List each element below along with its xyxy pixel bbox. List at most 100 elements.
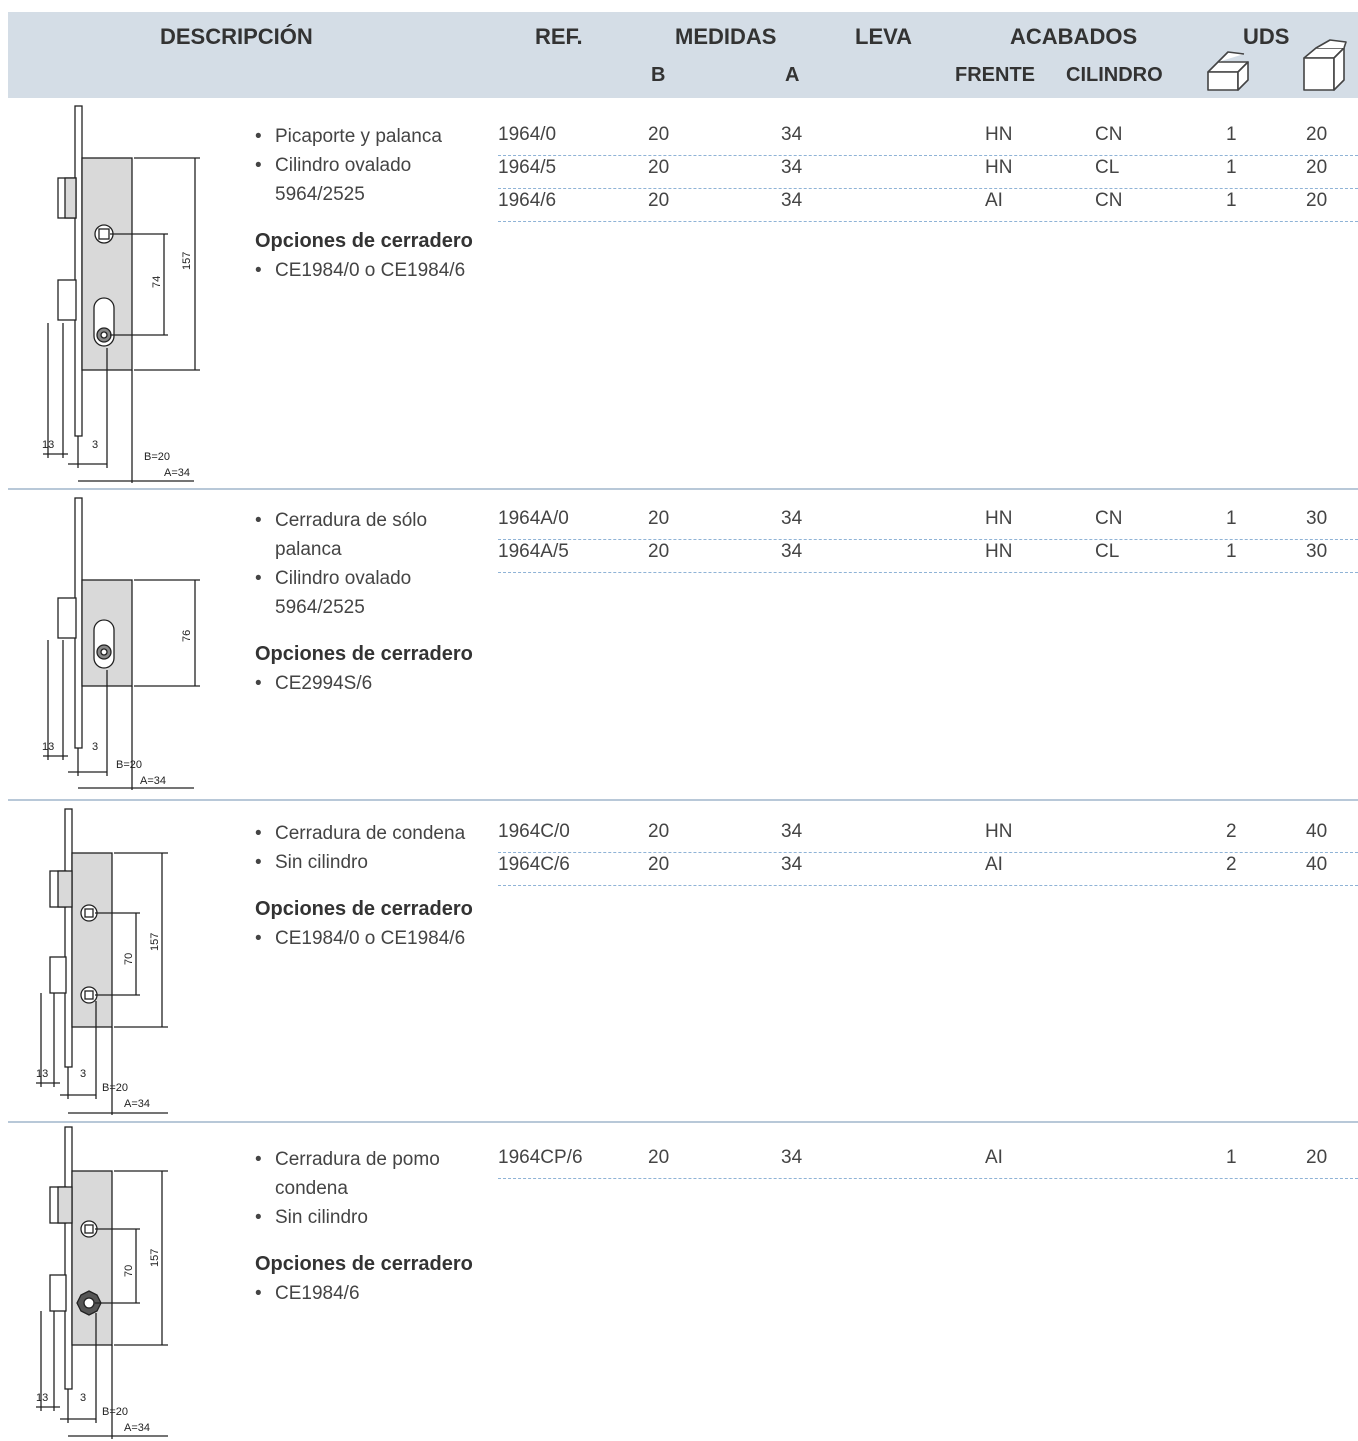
- frente-cell: HN: [985, 157, 1013, 178]
- cilindro-cell: CL: [1095, 157, 1120, 178]
- open-box-icon: [1207, 51, 1249, 91]
- uds-inner-cell: 2: [1226, 854, 1237, 875]
- dim-a: A=34: [164, 467, 190, 479]
- frente-cell: HN: [985, 541, 1013, 562]
- table-row: 1964A/0 20 34 HN CN 1 30: [498, 506, 1358, 540]
- header-acabados: ACABADOS: [1010, 24, 1138, 49]
- section-divider: [8, 799, 1358, 801]
- dim-74: 74: [151, 276, 163, 288]
- table-row: 1964C/6 20 34 AI 2 40: [498, 852, 1358, 886]
- ref-cell: 1964/0: [498, 124, 557, 145]
- cilindro-cell: CN: [1095, 508, 1123, 529]
- uds-box-cell: 20: [1306, 157, 1328, 178]
- dim-3: 3: [80, 1392, 86, 1404]
- b-cell: 20: [648, 541, 670, 562]
- options-title: Opciones de cerradero: [255, 898, 473, 920]
- a-cell: 34: [781, 541, 803, 562]
- option-item: CE1984/0 o CE1984/6: [255, 924, 495, 953]
- options-title: Opciones de cerradero: [255, 643, 473, 665]
- dim-13: 13: [42, 741, 54, 753]
- ref-cell: 1964/6: [498, 190, 557, 211]
- uds-inner-cell: 1: [1226, 157, 1237, 178]
- lock-drawing-1964: 157 74 13 3 B=20 A=34: [42, 105, 200, 483]
- ref-cell: 1964A/0: [498, 508, 569, 529]
- table-row: 1964CP/6 20 34 AI 1 20: [498, 1145, 1358, 1179]
- dim-3: 3: [80, 1068, 86, 1080]
- options-title: Opciones de cerradero: [255, 230, 473, 252]
- lock-drawing-1964A: 76 13 3 B=20 A=34: [42, 497, 200, 790]
- uds-box-cell: 20: [1306, 124, 1328, 145]
- frente-cell: HN: [985, 821, 1013, 842]
- b-cell: 20: [648, 1147, 670, 1168]
- uds-box-cell: 30: [1306, 541, 1328, 562]
- description: Cerradura de pomo condena Sin cilindro O…: [255, 1145, 495, 1308]
- bullet-item: Cerradura de pomo condena: [255, 1145, 495, 1203]
- a-cell: 34: [781, 157, 803, 178]
- description: Cerradura de sólo palanca Cilindro ovala…: [255, 506, 495, 698]
- dim-157: 157: [149, 1249, 161, 1267]
- uds-box-cell: 40: [1306, 821, 1328, 842]
- b-cell: 20: [648, 157, 670, 178]
- dim-13: 13: [42, 439, 54, 451]
- dim-70: 70: [123, 1265, 135, 1277]
- dim-13: 13: [36, 1392, 48, 1404]
- bullet-item: Cerradura de sólo palanca: [255, 506, 495, 564]
- uds-inner-cell: 1: [1226, 508, 1237, 529]
- uds-box-cell: 20: [1306, 190, 1328, 211]
- frente-cell: HN: [985, 124, 1013, 145]
- dim-3: 3: [92, 741, 98, 753]
- header-uds: UDS: [1243, 24, 1290, 49]
- bullet-item: Sin cilindro: [255, 848, 495, 877]
- frente-cell: AI: [985, 190, 1003, 211]
- dim-70: 70: [123, 953, 135, 965]
- uds-inner-cell: 1: [1226, 1147, 1237, 1168]
- b-cell: 20: [648, 124, 670, 145]
- dim-b: B=20: [102, 1082, 128, 1094]
- a-cell: 34: [781, 508, 803, 529]
- cilindro-cell: CN: [1095, 190, 1123, 211]
- frente-cell: AI: [985, 1147, 1003, 1168]
- uds-box-cell: 30: [1306, 508, 1328, 529]
- dim-a: A=34: [124, 1422, 150, 1434]
- b-cell: 20: [648, 821, 670, 842]
- product-section-1964: 157 74 13 3 B=20 A=34 Picaporte y palanc…: [8, 98, 1358, 488]
- header-ref: REF.: [535, 24, 583, 49]
- header-frente: FRENTE: [955, 64, 1035, 86]
- header-leva: LEVA: [855, 24, 913, 49]
- uds-inner-cell: 1: [1226, 541, 1237, 562]
- uds-box-cell: 20: [1306, 1147, 1328, 1168]
- a-cell: 34: [781, 854, 803, 875]
- uds-box-cell: 40: [1306, 854, 1328, 875]
- product-section-1964A: 76 13 3 B=20 A=34 Cerradura de sólo pala…: [8, 490, 1358, 798]
- table-header: DESCRIPCIÓN REF. MEDIDAS LEVA ACABADOS U…: [8, 12, 1358, 98]
- lock-drawing-1964C: 157 70 13 3 B=20 A=34: [36, 808, 168, 1115]
- option-item: CE1984/6: [255, 1279, 495, 1308]
- dim-3: 3: [92, 439, 98, 451]
- closed-box-icon: [1303, 39, 1347, 91]
- dim-157: 157: [181, 252, 193, 270]
- ref-cell: 1964C/6: [498, 854, 570, 875]
- cilindro-cell: CN: [1095, 124, 1123, 145]
- b-cell: 20: [648, 854, 670, 875]
- section-divider: [8, 488, 1358, 490]
- b-cell: 20: [648, 508, 670, 529]
- dim-13: 13: [36, 1068, 48, 1080]
- description: Picaporte y palanca Cilindro ovalado 596…: [255, 122, 495, 285]
- a-cell: 34: [781, 190, 803, 211]
- ref-cell: 1964A/5: [498, 541, 569, 562]
- product-section-1964C: 157 70 13 3 B=20 A=34 Cerradura de conde…: [8, 801, 1358, 1121]
- ref-cell: 1964CP/6: [498, 1147, 583, 1168]
- section-divider: [8, 1121, 1358, 1123]
- frente-cell: AI: [985, 854, 1003, 875]
- header-medidas: MEDIDAS: [675, 24, 777, 49]
- ref-cell: 1964/5: [498, 157, 557, 178]
- cilindro-cell: CL: [1095, 541, 1120, 562]
- dim-76: 76: [181, 630, 193, 642]
- header-b: B: [651, 64, 666, 86]
- dim-b: B=20: [116, 759, 142, 771]
- bullet-item: Cilindro ovalado 5964/2525: [255, 151, 495, 209]
- table-row: 1964/5 20 34 HN CL 1 20: [498, 155, 1358, 189]
- b-cell: 20: [648, 190, 670, 211]
- header-descripcion: DESCRIPCIÓN: [160, 24, 313, 49]
- dim-a: A=34: [124, 1098, 150, 1110]
